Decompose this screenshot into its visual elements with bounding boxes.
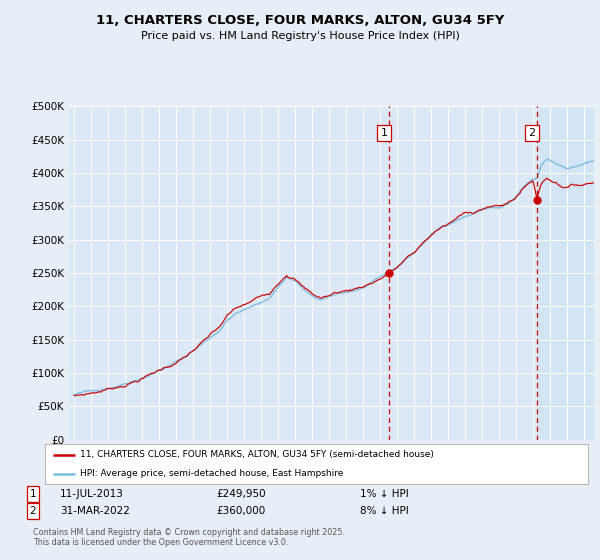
Text: £249,950: £249,950: [216, 489, 266, 499]
Text: 8% ↓ HPI: 8% ↓ HPI: [360, 506, 409, 516]
Text: 11, CHARTERS CLOSE, FOUR MARKS, ALTON, GU34 5FY: 11, CHARTERS CLOSE, FOUR MARKS, ALTON, G…: [96, 14, 504, 27]
Text: Contains HM Land Registry data © Crown copyright and database right 2025.
This d: Contains HM Land Registry data © Crown c…: [33, 528, 345, 548]
Text: 1: 1: [380, 128, 388, 138]
Text: 1% ↓ HPI: 1% ↓ HPI: [360, 489, 409, 499]
Text: Price paid vs. HM Land Registry's House Price Index (HPI): Price paid vs. HM Land Registry's House …: [140, 31, 460, 41]
Bar: [537, 106, 600, 440]
Text: 11, CHARTERS CLOSE, FOUR MARKS, ALTON, GU34 5FY (semi-detached house): 11, CHARTERS CLOSE, FOUR MARKS, ALTON, G…: [80, 450, 434, 459]
Text: £360,000: £360,000: [216, 506, 265, 516]
Text: 2: 2: [29, 506, 37, 516]
Text: 1: 1: [29, 489, 37, 499]
Text: 11-JUL-2013: 11-JUL-2013: [60, 489, 124, 499]
Text: 2: 2: [529, 128, 536, 138]
Text: HPI: Average price, semi-detached house, East Hampshire: HPI: Average price, semi-detached house,…: [80, 469, 344, 478]
Text: 31-MAR-2022: 31-MAR-2022: [60, 506, 130, 516]
